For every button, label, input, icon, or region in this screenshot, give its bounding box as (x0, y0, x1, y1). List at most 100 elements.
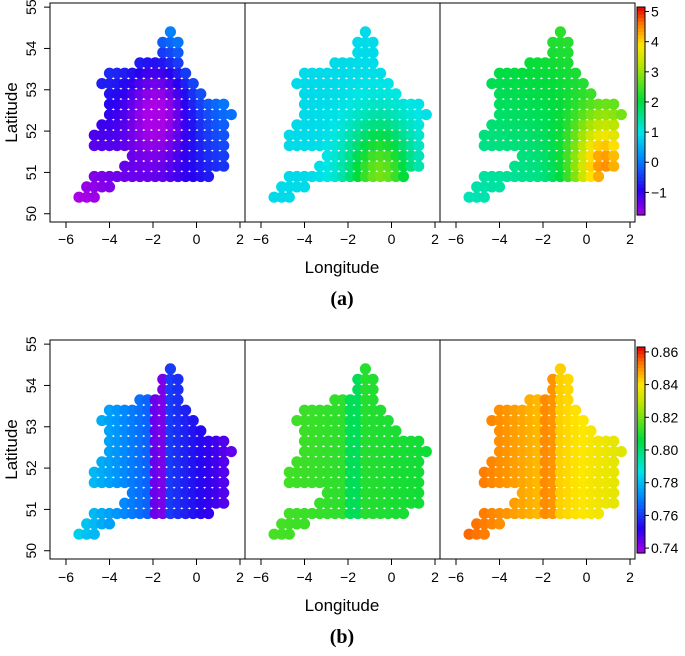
data-point (608, 466, 620, 478)
data-point (608, 150, 620, 162)
x-tick-label: −2 (340, 231, 356, 247)
colorbar-segment (637, 436, 645, 441)
data-point (367, 384, 379, 396)
x-tick-label: −2 (535, 569, 551, 585)
colorbar-segment (637, 415, 645, 420)
x-tick-label: −6 (253, 231, 269, 247)
data-point (134, 119, 146, 131)
data-point (524, 404, 536, 416)
colorbar-segment (637, 180, 645, 185)
data-point (382, 119, 394, 131)
data-point (524, 425, 536, 437)
colorbar-segment (637, 79, 645, 84)
data-point (524, 435, 536, 447)
colorbar-segment (637, 491, 645, 496)
data-point (134, 425, 146, 437)
data-point (283, 191, 295, 203)
x-axis-label: Longitude (305, 258, 380, 277)
data-point (382, 425, 394, 437)
data-point (577, 129, 589, 141)
colorbar-segment (637, 494, 645, 499)
data-point (524, 446, 536, 458)
x-tick-label: −6 (448, 231, 464, 247)
data-point (524, 98, 536, 110)
data-point (524, 507, 536, 520)
data-point (103, 181, 116, 193)
data-point (577, 497, 589, 509)
colorbar-segment (637, 487, 645, 492)
data-point (382, 98, 394, 110)
y-tick-label: 51 (23, 164, 39, 180)
data-point (524, 140, 536, 152)
data-point (218, 497, 230, 509)
data-point (329, 119, 341, 131)
data-point (195, 456, 207, 468)
x-tick-label: −2 (340, 569, 356, 585)
colorbar-segment (637, 381, 645, 386)
data-point (577, 109, 589, 121)
data-point (134, 507, 146, 520)
colorbar-segment (637, 41, 645, 46)
data-point (577, 415, 589, 427)
y-axis-label: Latitude (2, 82, 21, 143)
x-tick-label: 0 (388, 231, 396, 247)
data-point (134, 98, 146, 110)
colorbar-segment (637, 525, 645, 530)
data-point (592, 170, 605, 183)
x-tick-label: −4 (492, 231, 508, 247)
data-point (172, 47, 184, 59)
panel-frame (439, 339, 636, 560)
colorbar-segment (637, 371, 645, 376)
data-point (195, 109, 207, 121)
colorbar-segment (637, 208, 645, 213)
colorbar-segment (637, 142, 645, 147)
data-point (577, 88, 589, 100)
data-point (195, 170, 207, 183)
data-point (413, 119, 425, 131)
colorbar-segment (637, 388, 645, 393)
data-point (382, 477, 394, 489)
data-point (524, 67, 536, 79)
data-point (585, 425, 597, 437)
colorbar-segment (637, 522, 645, 527)
colorbar-segment (637, 107, 645, 112)
data-point (134, 446, 146, 458)
colorbar-segment (637, 432, 645, 437)
data-point (524, 394, 536, 406)
data-point (195, 425, 207, 437)
colorbar-segment (637, 194, 645, 199)
data-point (577, 446, 589, 458)
data-point (73, 528, 85, 540)
colorbar-tick-label: 0.76 (651, 507, 678, 523)
data-point (134, 78, 146, 90)
data-point (164, 26, 176, 38)
colorbar-segment (637, 187, 645, 192)
figure-a: −6 −4 −2 0 2 −6 −4 −2 0 2 −6 −4 −2 0 2505152535455Lati… (2, 0, 667, 310)
data-point (608, 477, 620, 489)
data-point (195, 487, 207, 499)
data-point (524, 160, 536, 172)
x-tick-label: −4 (102, 231, 118, 247)
data-point (382, 415, 394, 427)
colorbar-tick-label: 0 (651, 154, 659, 170)
colorbar-segment (637, 34, 645, 39)
data-point (577, 98, 589, 110)
data-point (172, 384, 184, 396)
colorbar-segment (637, 10, 645, 15)
colorbar-segment (637, 467, 645, 472)
data-point (218, 456, 230, 468)
colorbar-tick-label: 0.82 (651, 409, 678, 425)
data-point (608, 129, 620, 141)
y-tick-label: 53 (23, 419, 39, 435)
data-point (367, 373, 379, 385)
data-point (329, 404, 341, 416)
data-point (359, 26, 371, 38)
data-point (329, 78, 341, 90)
colorbar-segment (637, 183, 645, 188)
data-point (195, 160, 207, 172)
data-point (577, 140, 589, 152)
data-point (390, 88, 402, 100)
data-point (134, 404, 146, 416)
colorbar-segment (637, 13, 645, 18)
data-point (329, 170, 341, 183)
